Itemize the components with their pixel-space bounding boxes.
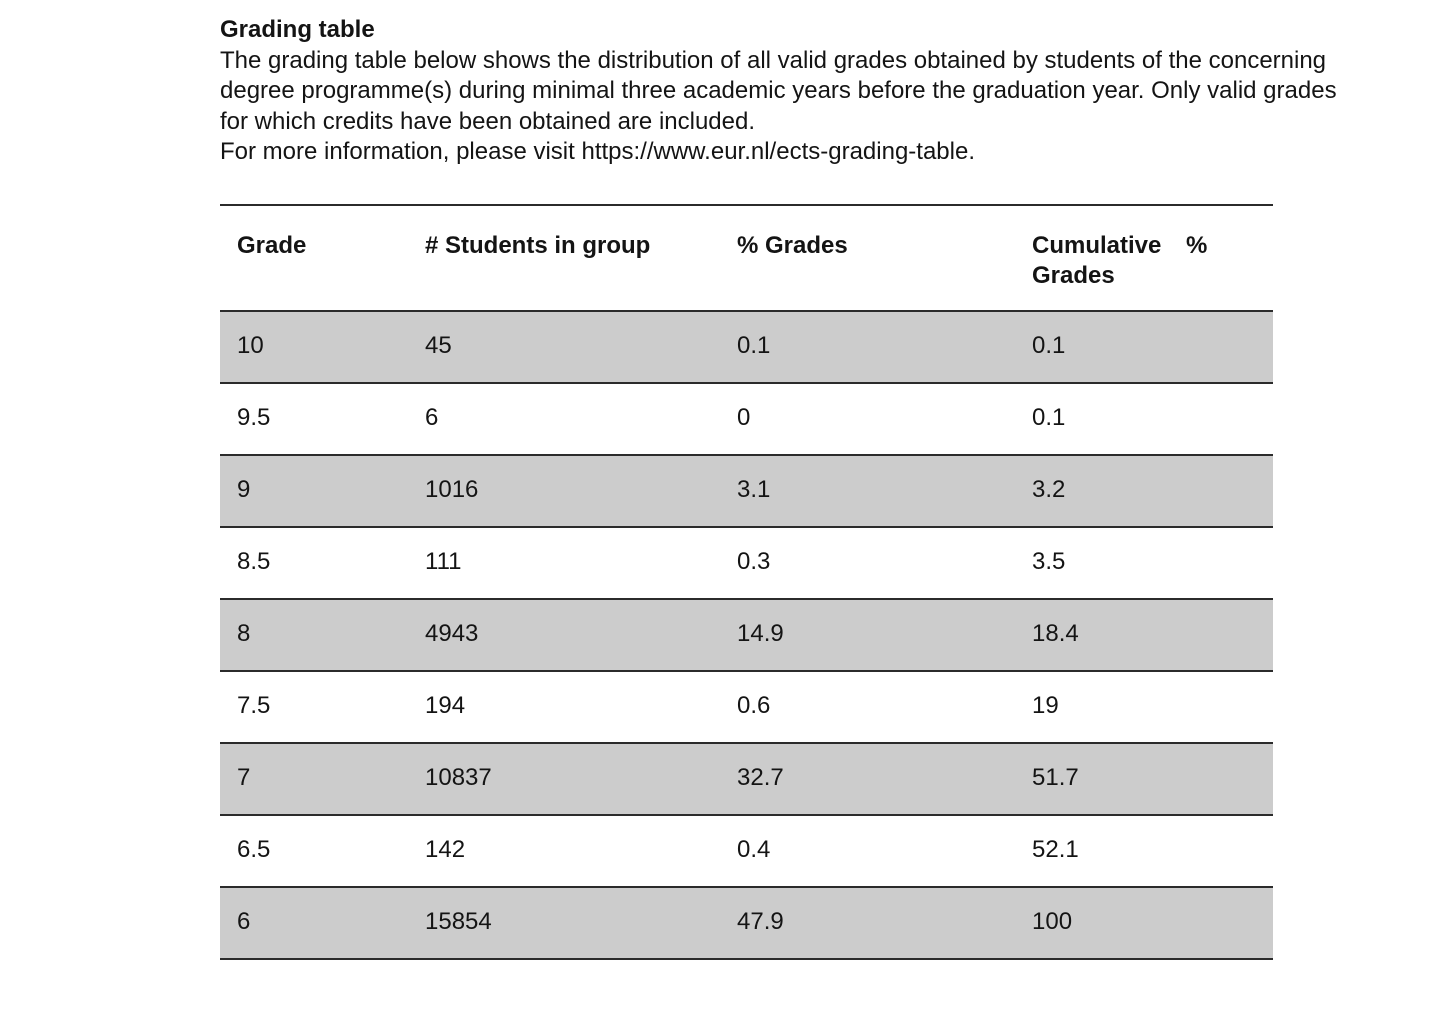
column-header-students: # Students in group (408, 203, 720, 312)
cell-cumulative-pct: 19 (1015, 669, 1273, 744)
table-row: 9.5 6 0 0.1 (220, 381, 1273, 456)
page-title: Grading table (220, 16, 375, 43)
cell-pct-grades: 0 (720, 381, 1015, 456)
cell-grade: 9.5 (220, 381, 408, 456)
cell-cumulative-pct: 100 (1015, 885, 1273, 960)
cell-cumulative-pct: 3.5 (1015, 525, 1273, 600)
cell-cumulative-pct: 51.7 (1015, 741, 1273, 816)
cell-grade: 9 (220, 453, 408, 528)
table-row: 6 15854 47.9 100 (220, 885, 1273, 960)
cell-pct-grades: 47.9 (720, 885, 1015, 960)
column-header-cumulative-pct-grades: Cumulative % Grades (1015, 203, 1273, 312)
cell-students: 45 (408, 309, 720, 384)
column-header-pct-grades: % Grades (720, 203, 1015, 312)
cell-cumulative-pct: 0.1 (1015, 309, 1273, 384)
cell-students: 111 (408, 525, 720, 600)
cell-students: 142 (408, 813, 720, 888)
table-row: 7 10837 32.7 51.7 (220, 741, 1273, 816)
table-row: 7.5 194 0.6 19 (220, 669, 1273, 744)
cell-students: 6 (408, 381, 720, 456)
cell-grade: 7.5 (220, 669, 408, 744)
cell-students: 15854 (408, 885, 720, 960)
column-header-cumulative-line1: Cumulative % (1032, 231, 1208, 259)
cell-cumulative-pct: 52.1 (1015, 813, 1273, 888)
cell-pct-grades: 3.1 (720, 453, 1015, 528)
cell-grade: 6 (220, 885, 408, 960)
cell-grade: 8 (220, 597, 408, 672)
grading-table: Grade # Students in group % Grades Cumul… (220, 203, 1273, 960)
cell-cumulative-pct: 3.2 (1015, 453, 1273, 528)
table-row: 8 4943 14.9 18.4 (220, 597, 1273, 672)
cell-pct-grades: 0.1 (720, 309, 1015, 384)
table-header-row: Grade # Students in group % Grades Cumul… (220, 203, 1273, 312)
cell-grade: 10 (220, 309, 408, 384)
column-header-grade: Grade (220, 203, 408, 312)
intro-paragraph: The grading table below shows the distri… (220, 46, 1337, 135)
cell-cumulative-pct: 0.1 (1015, 381, 1273, 456)
document-page: Grading table The grading table below sh… (220, 16, 1337, 960)
cell-pct-grades: 0.4 (720, 813, 1015, 888)
cell-students: 4943 (408, 597, 720, 672)
cell-pct-grades: 0.6 (720, 669, 1015, 744)
info-line: For more information, please visit https… (220, 138, 975, 165)
cell-grade: 6.5 (220, 813, 408, 888)
cell-grade: 8.5 (220, 525, 408, 600)
cell-students: 1016 (408, 453, 720, 528)
cell-grade: 7 (220, 741, 408, 816)
table-row: 9 1016 3.1 3.2 (220, 453, 1273, 528)
cell-students: 10837 (408, 741, 720, 816)
table-row: 10 45 0.1 0.1 (220, 309, 1273, 384)
cell-pct-grades: 0.3 (720, 525, 1015, 600)
table-row: 8.5 111 0.3 3.5 (220, 525, 1273, 600)
column-header-cumulative-line2: Grades (1032, 262, 1115, 289)
cell-pct-grades: 32.7 (720, 741, 1015, 816)
table-row: 6.5 142 0.4 52.1 (220, 813, 1273, 888)
cell-pct-grades: 14.9 (720, 597, 1015, 672)
cell-students: 194 (408, 669, 720, 744)
cell-cumulative-pct: 18.4 (1015, 597, 1273, 672)
